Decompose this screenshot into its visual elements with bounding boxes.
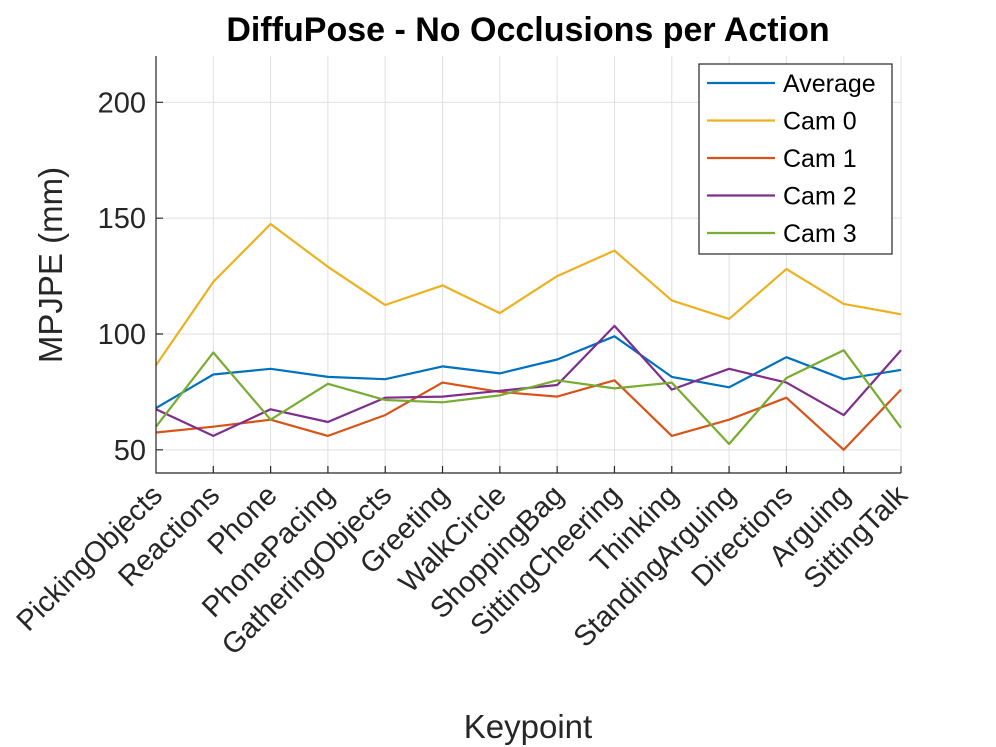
y-tick-label: 50	[114, 435, 146, 467]
series-line-1	[155, 222, 902, 366]
axes	[155, 56, 902, 474]
legend: Average Cam 0 Cam 1 Cam 2 Cam 3	[698, 63, 893, 255]
series-line-4	[155, 349, 902, 446]
x-axis-label: Keypoint	[464, 708, 592, 745]
legend-label: Cam 1	[783, 145, 857, 173]
series-lines	[155, 222, 902, 451]
legend-label: Cam 3	[783, 220, 857, 248]
y-axis-label: MPJPE (mm)	[32, 167, 69, 363]
series-line-2	[155, 379, 902, 451]
y-tick-label: 150	[98, 203, 146, 235]
legend-label: Cam 0	[783, 108, 857, 136]
legend-label: Average	[783, 70, 876, 98]
series-line-0	[155, 335, 902, 410]
y-tick-labels: 50 100 150 200	[98, 87, 146, 467]
legend-label: Cam 2	[783, 183, 857, 211]
y-tick-label: 100	[98, 319, 146, 351]
y-tick-label: 200	[98, 87, 146, 119]
x-tick-labels: PickingObjectsReactionsPhonePhonePacingG…	[11, 479, 915, 662]
chart-title: DiffuPose - No Occlusions per Action	[226, 11, 829, 49]
